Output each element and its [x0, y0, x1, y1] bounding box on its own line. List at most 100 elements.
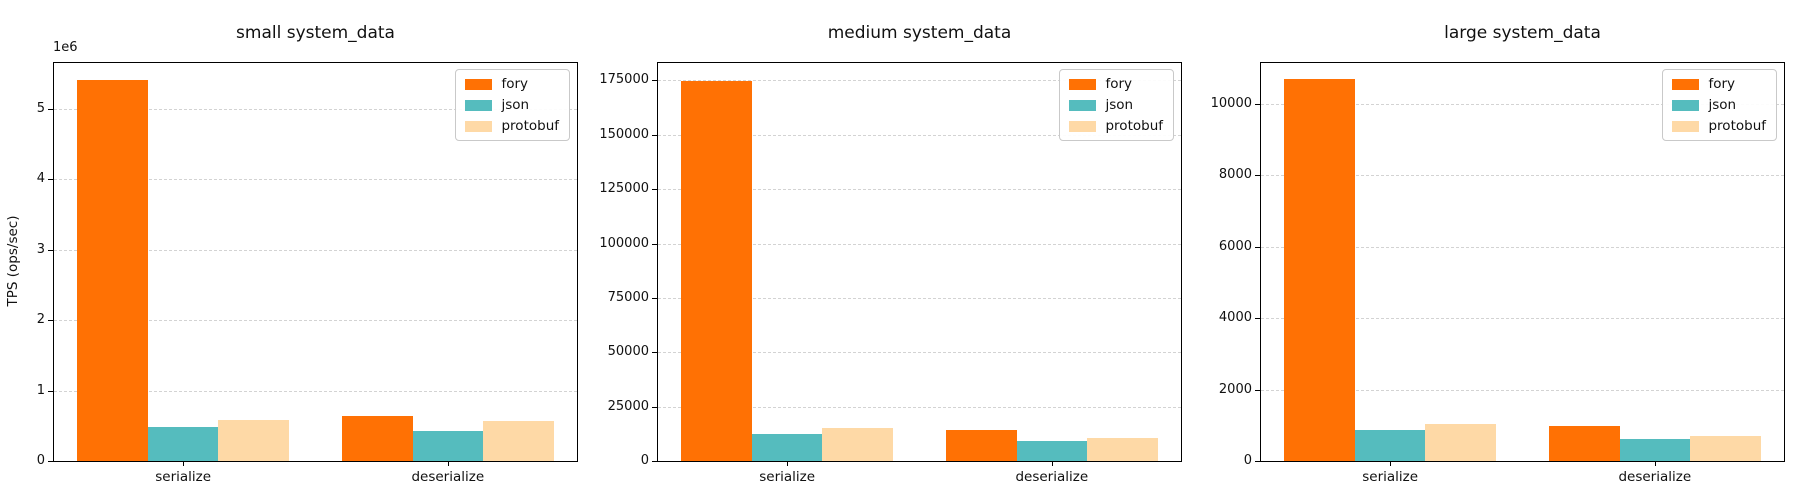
x-tick-label: serialize [759, 469, 816, 485]
bar-json-deserialize [412, 430, 484, 461]
gridline [658, 134, 1181, 136]
bar-protobuf-deserialize [1690, 435, 1761, 461]
y-tick-mark [48, 179, 53, 181]
bar-json-serialize [1354, 429, 1426, 461]
y-tick-mark [48, 390, 53, 392]
y-tick-label: 8000 [1218, 167, 1252, 183]
legend-item-json: json [465, 98, 559, 112]
bar-json-deserialize [1016, 440, 1088, 461]
y-tick-mark [652, 297, 657, 299]
y-tick-label: 6000 [1218, 238, 1252, 254]
bar-fory-deserialize [945, 429, 1017, 461]
y-tick-mark [652, 406, 657, 408]
legend: fory json protobuf [455, 69, 570, 141]
gridline [658, 352, 1181, 354]
y-tick-mark [1255, 175, 1260, 177]
y-tick-mark [1255, 104, 1260, 106]
legend-swatch-fory [465, 78, 493, 90]
gridline [1261, 318, 1784, 320]
legend-item-json: json [1672, 98, 1766, 112]
legend-label: protobuf [1105, 118, 1163, 134]
y-tick-label: 50000 [607, 344, 649, 360]
plot-area: fory json protobuf [53, 62, 578, 462]
gridline [54, 320, 577, 322]
x-tick-label: serialize [155, 469, 212, 485]
gridline [1261, 246, 1784, 248]
y-tick-mark [1255, 389, 1260, 391]
plot-area: fory json protobuf [657, 62, 1182, 462]
bar-fory-serialize [77, 79, 148, 461]
gridline [54, 249, 577, 251]
gridline [658, 406, 1181, 408]
legend-label: json [1708, 97, 1737, 113]
bar-protobuf-serialize [1425, 423, 1497, 461]
bar-protobuf-serialize [822, 428, 894, 461]
y-tick-label: 4000 [1218, 310, 1252, 326]
legend-item-protobuf: protobuf [465, 119, 559, 133]
y-tick-mark [48, 249, 53, 251]
gridline [658, 243, 1181, 245]
y-tick-label: 5 [36, 100, 45, 116]
y-tick-label: 2 [36, 312, 45, 328]
x-tick-label: deserialize [1618, 469, 1692, 485]
x-tick-label: deserialize [1015, 469, 1089, 485]
legend-item-fory: fory [1672, 77, 1766, 91]
legend-label: protobuf [501, 118, 559, 134]
y-tick-label: 25000 [607, 398, 649, 414]
y-tick-label: 1 [36, 382, 45, 398]
y-tick-mark [652, 80, 657, 82]
x-tick-mark [1390, 461, 1392, 466]
y-tick-label: 10000 [1210, 96, 1252, 112]
y-tick-label: 0 [640, 453, 649, 468]
y-tick-label: 75000 [607, 289, 649, 305]
legend-label: fory [1708, 76, 1736, 92]
legend: fory json protobuf [1059, 69, 1174, 141]
legend-item-fory: fory [1069, 77, 1163, 91]
legend-label: json [501, 97, 530, 113]
y-tick-label: 0 [1243, 453, 1252, 468]
bar-fory-serialize [1284, 79, 1355, 461]
legend-item-json: json [1069, 98, 1163, 112]
legend-swatch-fory [1069, 78, 1097, 90]
y-tick-mark [652, 243, 657, 245]
legend: fory json protobuf [1662, 69, 1777, 141]
chart-title: small system_data [236, 23, 395, 43]
x-tick-mark [447, 461, 449, 466]
chart-medium-system-data: medium system_data fory json protobuf 0 250… [599, 0, 1200, 500]
legend-item-protobuf: protobuf [1672, 119, 1766, 133]
y-tick-mark [1255, 246, 1260, 248]
y-tick-mark [1255, 461, 1260, 462]
gridline [54, 390, 577, 392]
y-tick-mark [48, 461, 53, 462]
legend-swatch-protobuf [465, 120, 493, 132]
chart-title: medium system_data [827, 23, 1012, 43]
legend-swatch-protobuf [1672, 120, 1700, 132]
x-tick-mark [1051, 461, 1053, 466]
y-tick-mark [652, 189, 657, 191]
gridline [54, 179, 577, 181]
legend-swatch-json [465, 99, 493, 111]
y-tick-mark [652, 134, 657, 136]
bar-fory-deserialize [1548, 426, 1620, 461]
gridline [1261, 389, 1784, 391]
y-axis-label: TPS (ops/sec) [5, 215, 21, 307]
y-tick-label: 100000 [599, 235, 649, 251]
y-tick-mark [652, 461, 657, 462]
chart-small-system-data: small system_data fory json protobuf 0 1 2 3 4… [0, 0, 600, 500]
x-tick-label: deserialize [411, 469, 485, 485]
legend-label: fory [1105, 76, 1133, 92]
legend-label: fory [501, 76, 529, 92]
legend-swatch-fory [1672, 78, 1700, 90]
gridline [658, 297, 1181, 299]
legend-label: protobuf [1708, 118, 1766, 134]
bar-protobuf-deserialize [483, 420, 554, 461]
bar-json-deserialize [1619, 438, 1691, 461]
y-axis-offset-label: 1e6 [53, 40, 78, 55]
bar-json-serialize [147, 427, 219, 461]
bar-json-serialize [751, 434, 823, 461]
x-tick-label: serialize [1362, 469, 1419, 485]
legend-item-protobuf: protobuf [1069, 119, 1163, 133]
gridline [54, 108, 577, 110]
gridline [658, 189, 1181, 191]
y-tick-label: 125000 [599, 181, 649, 197]
